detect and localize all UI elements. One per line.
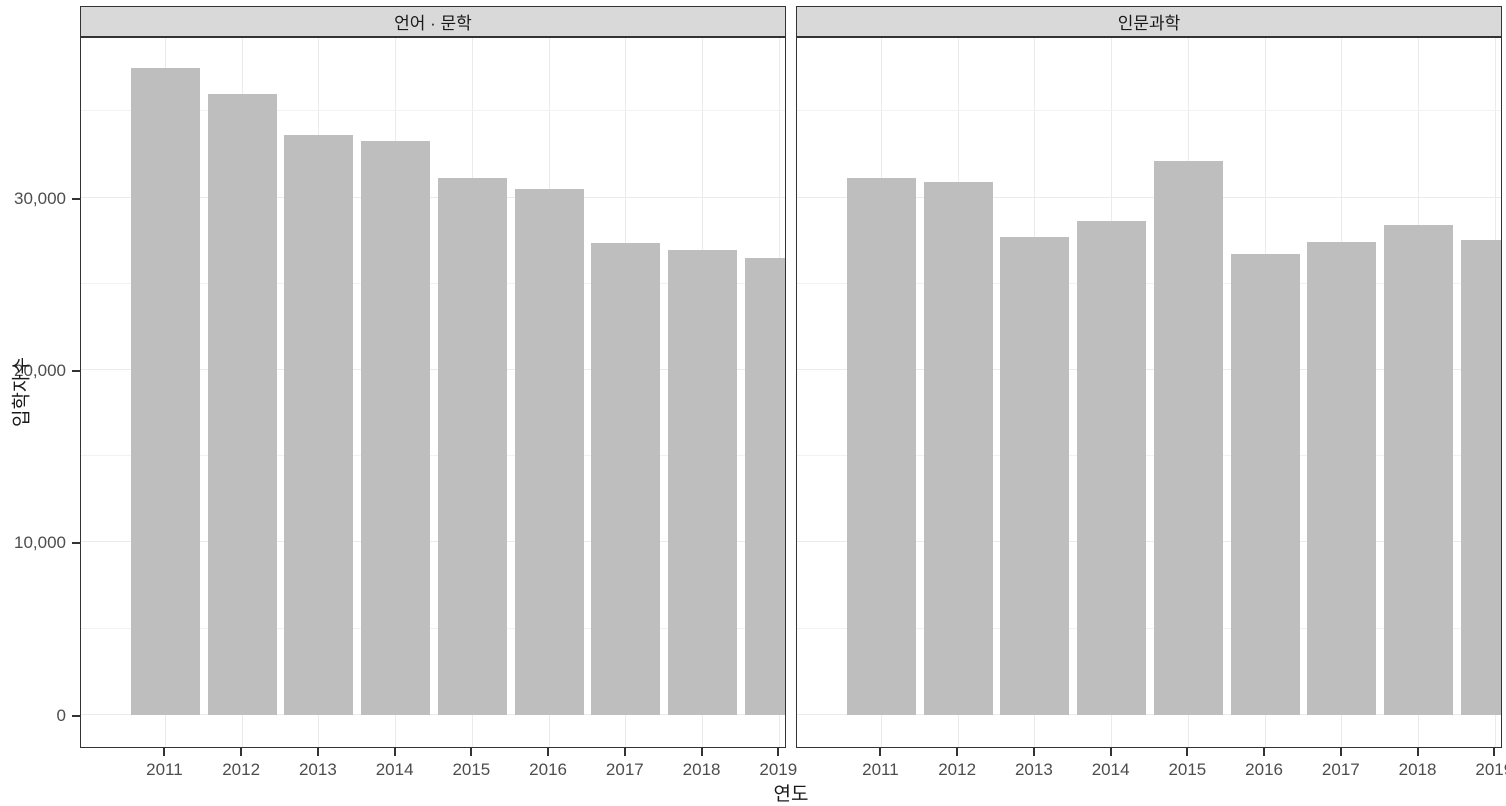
x-tick-label-2016: 2016 — [1245, 760, 1284, 779]
x-tick-mark — [623, 748, 626, 756]
x-tick-mark — [240, 748, 243, 756]
y-tick-label: 30,000 — [14, 188, 66, 208]
gridline-minor — [81, 110, 785, 112]
y-tick-mark — [72, 369, 80, 372]
x-tick-label-2017: 2017 — [605, 760, 644, 779]
gridline-minor — [81, 627, 785, 629]
gridline-major — [81, 541, 785, 543]
x-tick-label-2011: 2011 — [862, 760, 899, 779]
x-tick-mark — [956, 748, 959, 756]
bar-2018 — [1384, 225, 1454, 715]
x-tick-mark — [1339, 748, 1342, 756]
gridline-minor — [797, 627, 1501, 629]
facet-strip-language-literature: 언어 · 문학 — [80, 6, 786, 37]
gridline-minor — [81, 455, 785, 457]
x-tick-label-2019: 2019 — [1475, 760, 1506, 779]
bar-2019 — [744, 257, 785, 715]
gridline-major — [797, 713, 1501, 715]
x-tick-label-2018: 2018 — [1398, 760, 1437, 779]
bar-2013 — [1000, 237, 1070, 715]
x-tick-label-2014: 2014 — [375, 760, 414, 779]
gridline-major — [81, 713, 785, 715]
bar-2019 — [1460, 239, 1501, 715]
x-tick-mark — [1186, 748, 1189, 756]
x-tick-label-2012: 2012 — [938, 760, 977, 779]
bar-2017 — [591, 243, 661, 715]
x-tick-label-2019: 2019 — [759, 760, 798, 779]
y-tick-label: 20,000 — [14, 360, 66, 380]
facet-strip-label: 언어 · 문학 — [394, 14, 472, 33]
gridline-major — [81, 196, 785, 198]
x-tick-mark — [1032, 748, 1035, 756]
bar-2015 — [1153, 160, 1223, 715]
gridline-major — [797, 368, 1501, 370]
x-tick-label-2014: 2014 — [1091, 760, 1130, 779]
x-tick-mark — [470, 748, 473, 756]
bar-2016 — [1230, 254, 1300, 715]
gridline-major — [797, 196, 1501, 198]
x-tick-label-2016: 2016 — [529, 760, 568, 779]
y-tick-mark — [72, 197, 80, 200]
plot-panel-humanities — [796, 37, 1502, 748]
bar-2016 — [514, 188, 584, 715]
bar-2014 — [1077, 220, 1147, 715]
gridline-minor — [81, 282, 785, 284]
gridline-minor — [797, 282, 1501, 284]
gridline-minor — [797, 110, 1501, 112]
y-tick-label: 0 — [56, 705, 66, 725]
x-tick-mark — [879, 748, 882, 756]
bar-2017 — [1307, 241, 1377, 715]
gridline-minor — [797, 455, 1501, 457]
bar-2011 — [846, 177, 916, 715]
gridline-major — [81, 368, 785, 370]
y-tick-mark — [72, 542, 80, 545]
bar-2013 — [284, 134, 354, 715]
x-tick-mark — [547, 748, 550, 756]
x-tick-label-2011: 2011 — [146, 760, 183, 779]
x-tick-mark — [1109, 748, 1112, 756]
bar-2018 — [668, 250, 738, 715]
plot-panel-language-literature — [80, 37, 786, 748]
y-tick-mark — [72, 714, 80, 717]
facet-strip-label: 인문과학 — [1117, 14, 1181, 33]
x-tick-label-2013: 2013 — [1014, 760, 1053, 779]
bar-2012 — [923, 182, 993, 715]
x-tick-mark — [1416, 748, 1419, 756]
facet-strip-humanities: 인문과학 — [796, 6, 1502, 37]
x-tick-label-2015: 2015 — [452, 760, 491, 779]
x-tick-mark — [163, 748, 166, 756]
bar-2012 — [207, 94, 277, 715]
x-tick-mark — [393, 748, 396, 756]
y-axis-title: 입학자수 — [11, 357, 33, 427]
y-axis: 0 10,000 20,000 30,000 — [0, 37, 80, 748]
x-axis-language-literature: 2011 2012 2013 2014 2015 2016 2017 2018 2019 — [80, 748, 797, 788]
x-tick-mark — [700, 748, 703, 756]
x-tick-mark — [1493, 748, 1496, 756]
x-tick-mark — [316, 748, 319, 756]
x-tick-label-2012: 2012 — [222, 760, 261, 779]
x-tick-mark — [1263, 748, 1266, 756]
x-axis-humanities: 2011 2012 2013 2014 2015 2016 2017 2018 2019 — [796, 748, 1506, 788]
bar-2011 — [130, 68, 200, 715]
x-axis-title: 연도 — [773, 784, 809, 805]
gridline-major — [797, 541, 1501, 543]
y-tick-label: 10,000 — [14, 533, 66, 553]
bar-2014 — [361, 140, 431, 715]
x-tick-label-2013: 2013 — [298, 760, 337, 779]
x-tick-label-2018: 2018 — [682, 760, 721, 779]
x-tick-label-2017: 2017 — [1321, 760, 1360, 779]
x-tick-label-2015: 2015 — [1168, 760, 1207, 779]
bar-2015 — [437, 177, 507, 715]
x-tick-mark — [777, 748, 780, 756]
